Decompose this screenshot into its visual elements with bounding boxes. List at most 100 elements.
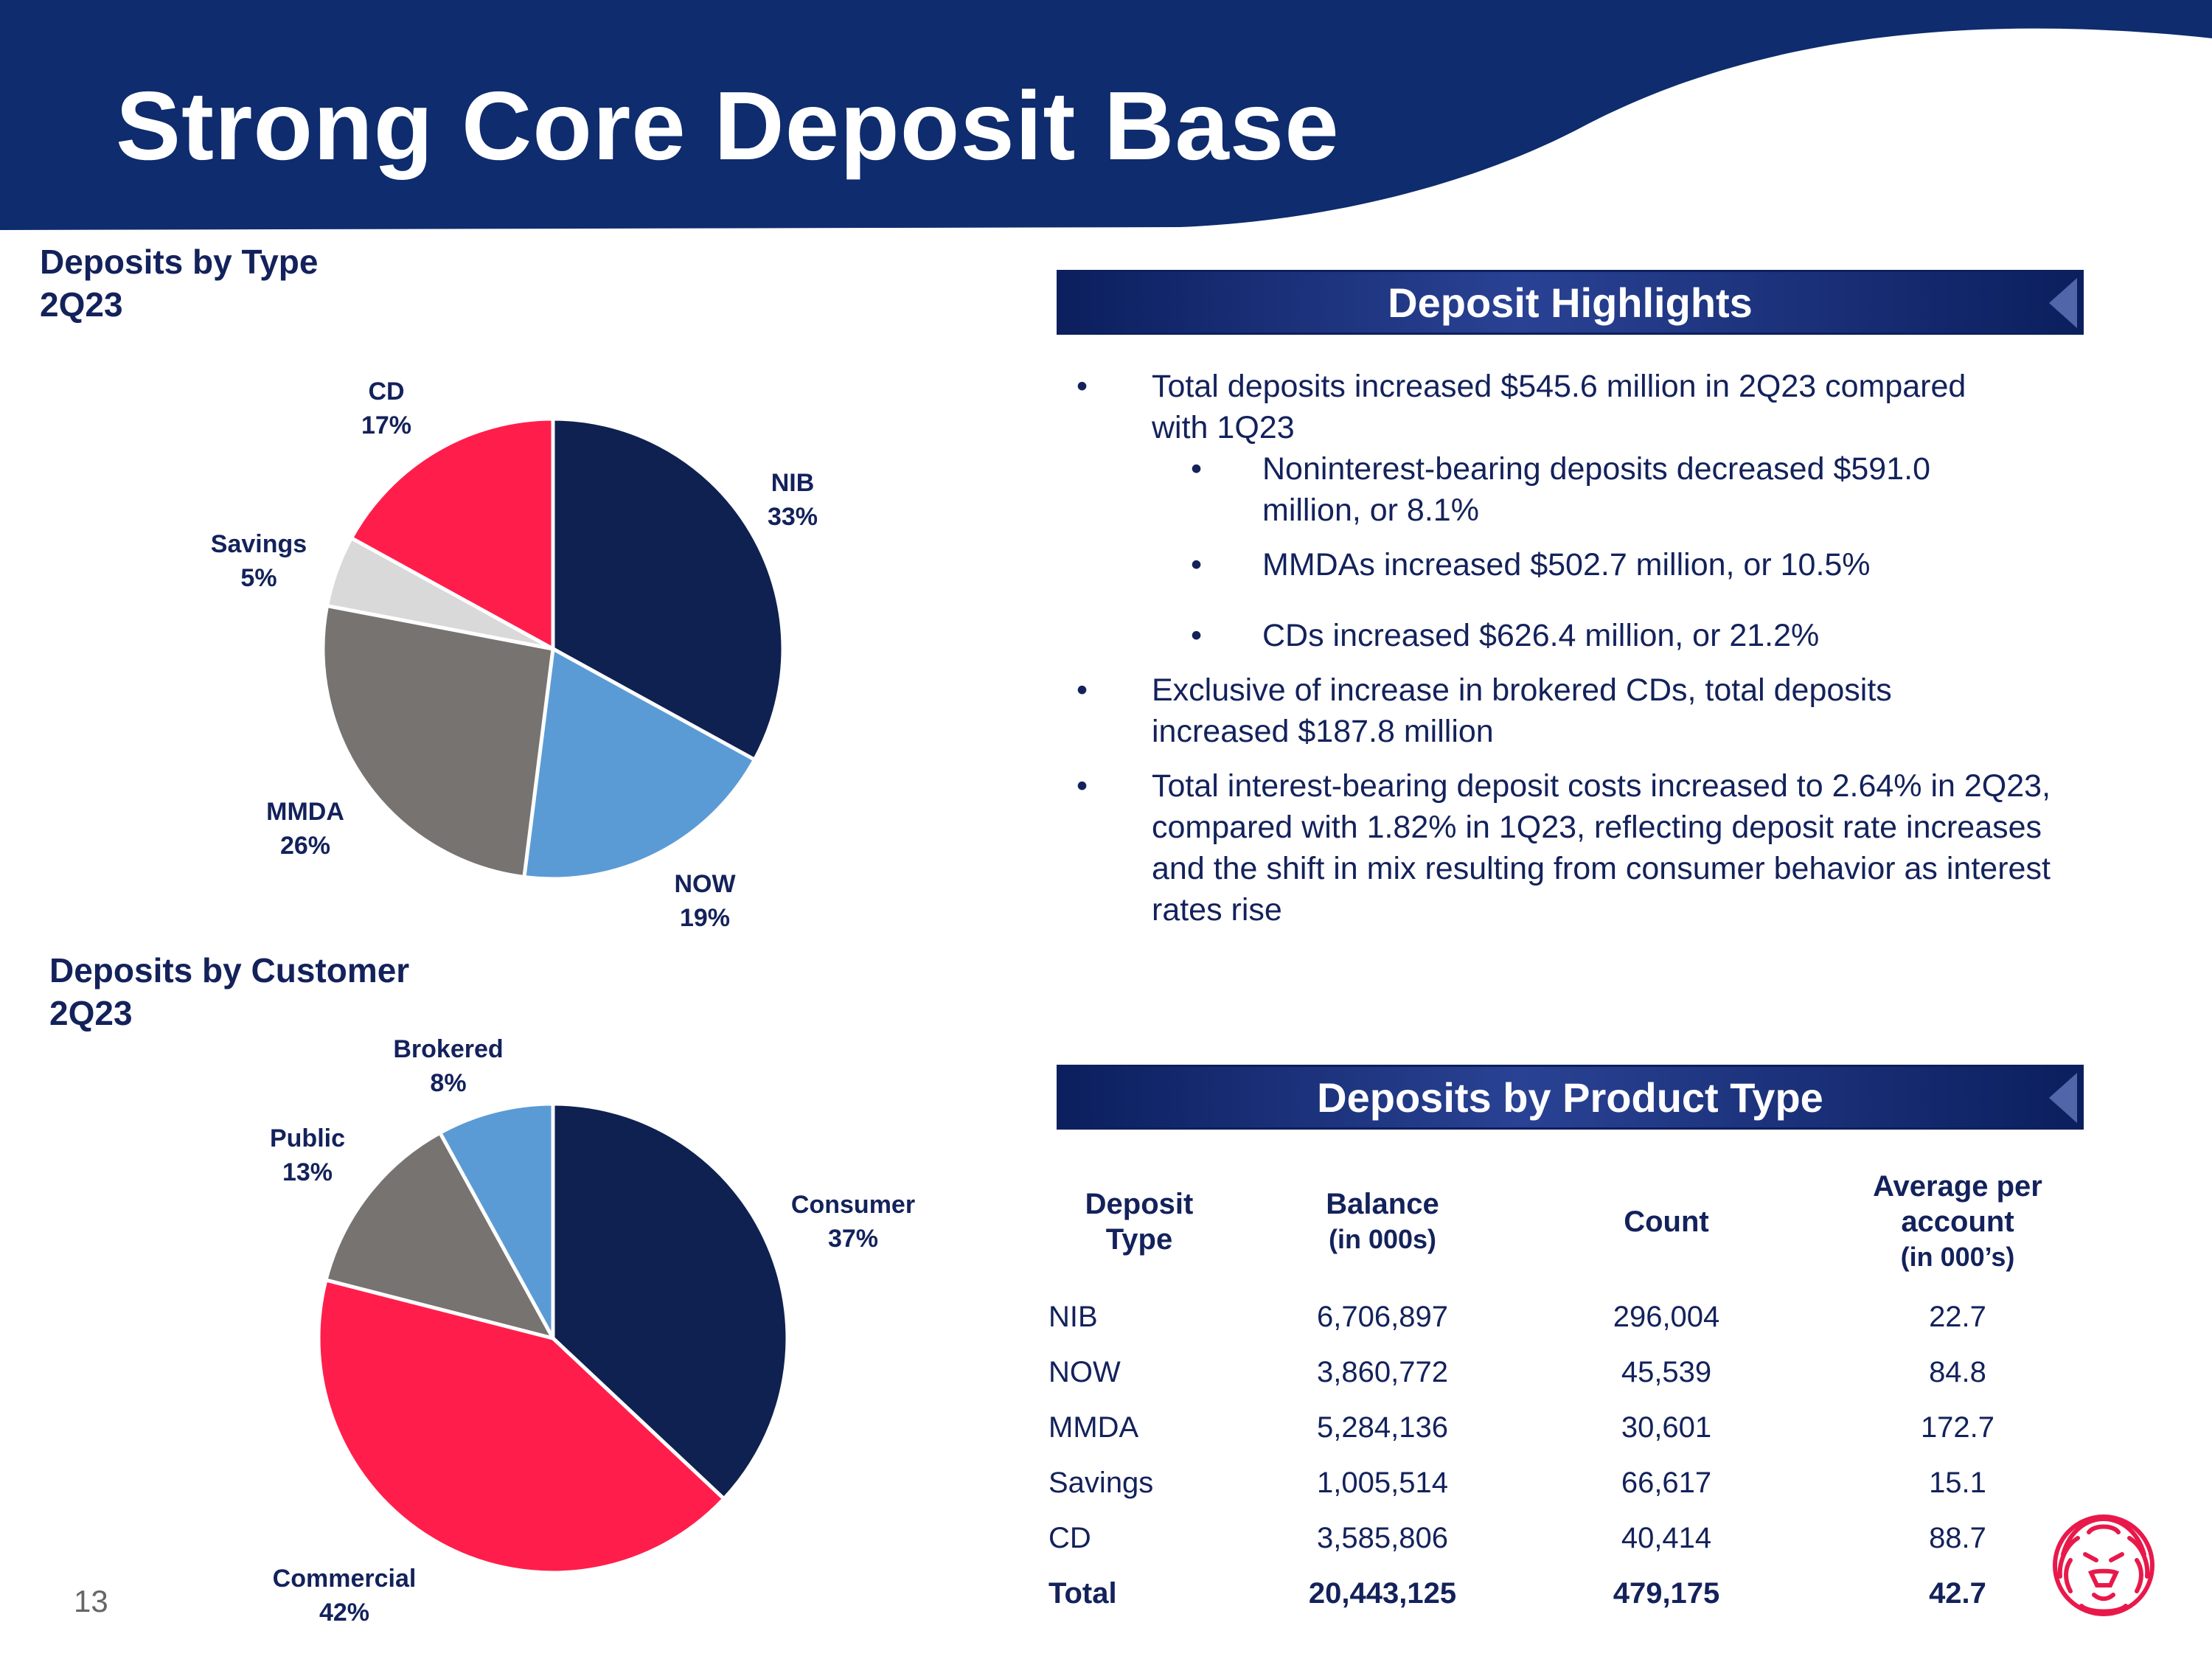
bullet-icon: • <box>1077 672 1088 708</box>
cell-balance: 20,443,125 <box>1308 1577 1457 1610</box>
deposit-highlights-banner-title: Deposit Highlights <box>1388 279 1753 326</box>
bullet-icon: • <box>1191 451 1203 487</box>
header-average-line2: account <box>1901 1206 2014 1238</box>
product-type-banner-title: Deposits by Product Type <box>1317 1074 1823 1121</box>
cell-balance: 3,860,772 <box>1317 1356 1448 1388</box>
highlight-text: Exclusive of increase in brokered CDs, t… <box>1152 672 1892 749</box>
pie-slice-consumer <box>551 1102 790 1502</box>
deposits-by-customer-pie <box>316 1102 790 1575</box>
label-commercial-name: Commercial <box>272 1565 417 1593</box>
pie-label-consumer: Consumer 37% <box>791 1188 915 1256</box>
pie-label-public: Public 13% <box>270 1121 345 1189</box>
label-public-name: Public <box>269 1124 346 1152</box>
cell-type: Savings <box>1048 1467 1154 1499</box>
header-average-line1: Average per <box>1873 1170 2042 1203</box>
label-nib-pct: 33% <box>767 503 818 531</box>
label-brokered-pct: 8% <box>430 1069 467 1097</box>
cell-type: Total <box>1048 1577 1117 1610</box>
label-nib-name: NIB <box>771 469 815 497</box>
pie-slice-mmda <box>321 603 555 880</box>
label-cd-name: CD <box>368 378 405 406</box>
highlight-text: Total interest-bearing deposit costs inc… <box>1152 768 2051 928</box>
cell-average: 88.7 <box>1929 1522 1986 1554</box>
label-consumer-pct: 37% <box>827 1225 879 1253</box>
page-number: 13 <box>74 1584 108 1618</box>
pie-label-now: NOW 19% <box>674 867 735 935</box>
pie-label-cd: CD 17% <box>361 375 411 442</box>
table-row: CD 3,585,806 40,414 88.7 <box>1032 1511 2101 1566</box>
cell-balance: 1,005,514 <box>1317 1467 1448 1499</box>
deposits-by-customer-title-line1: Deposits by Customer <box>49 951 410 990</box>
lion-head-icon <box>2053 1514 2154 1616</box>
deposit-highlights-list: • Total deposits increased $545.6 millio… <box>1077 366 2109 931</box>
cell-count: 66,617 <box>1621 1467 1712 1499</box>
pie-label-mmda: MMDA 26% <box>266 795 344 863</box>
cell-balance: 6,706,897 <box>1317 1301 1448 1333</box>
bullet-icon: • <box>1191 618 1203 653</box>
table-body: NIB 6,706,897 296,004 22.7 NOW 3,860,772 45,53… <box>1032 1290 2101 1621</box>
label-commercial-pct: 42% <box>319 1599 370 1627</box>
header-type-line2: Type <box>1105 1223 1173 1256</box>
pie-slice-cd <box>349 417 555 653</box>
cell-balance: 5,284,136 <box>1317 1411 1448 1444</box>
pie-slice-nib <box>551 417 785 762</box>
label-savings-name: Savings <box>210 530 307 558</box>
bullet-icon: • <box>1191 547 1203 582</box>
table-row: NIB 6,706,897 296,004 22.7 <box>1032 1290 2101 1345</box>
product-type-banner: Deposits by Product Type <box>1057 1065 2084 1130</box>
highlight-subitem: • CDs increased $626.4 million, or 21.2% <box>1077 615 2109 656</box>
highlight-text: CDs increased $626.4 million, or 21.2% <box>1262 618 1820 653</box>
cell-count: 296,004 <box>1613 1301 1720 1333</box>
bullet-icon: • <box>1077 369 1088 404</box>
header-count-text: Count <box>1624 1206 1709 1238</box>
highlight-item: • Exclusive of increase in brokered CDs,… <box>1077 669 2109 752</box>
header-banner <box>0 0 2212 230</box>
product-type-table: Deposit Type Balance (in 000s) Count Ave… <box>1032 1169 2101 1621</box>
highlight-text: Noninterest-bearing deposits decreased $… <box>1262 451 1930 528</box>
pie-slice-commercial <box>316 1277 727 1575</box>
cell-count: 45,539 <box>1621 1356 1712 1388</box>
cell-count: 479,175 <box>1613 1577 1720 1610</box>
banner-arrow-icon <box>2049 1073 2077 1123</box>
cell-balance: 3,585,806 <box>1317 1522 1448 1554</box>
cell-count: 40,414 <box>1621 1522 1712 1554</box>
pie-label-savings: Savings 5% <box>211 527 307 595</box>
cell-average: 42.7 <box>1929 1577 1986 1610</box>
highlight-item: • Total deposits increased $545.6 millio… <box>1077 366 2109 448</box>
header-average: Average per account (in 000’s) <box>1814 1169 2101 1290</box>
deposits-by-type-title-line1: Deposits by Type <box>40 243 319 281</box>
cell-type: MMDA <box>1048 1411 1139 1444</box>
cell-average: 172.7 <box>1920 1411 1995 1444</box>
header-count: Count <box>1519 1169 1814 1290</box>
deposits-by-customer-title-line2: 2Q23 <box>49 994 133 1032</box>
pie-slice-now <box>522 646 757 881</box>
banner-arrow-icon <box>2049 278 2077 328</box>
table-header-row: Deposit Type Balance (in 000s) Count Ave… <box>1032 1169 2101 1290</box>
label-savings-pct: 5% <box>240 564 277 592</box>
table-row: MMDA 5,284,136 30,601 172.7 <box>1032 1400 2101 1455</box>
deposits-by-type-title: Deposits by Type 2Q23 <box>40 240 318 326</box>
cell-average: 15.1 <box>1929 1467 1986 1499</box>
label-cd-pct: 17% <box>361 411 412 439</box>
label-public-pct: 13% <box>282 1158 333 1186</box>
pie-slice-public <box>323 1130 557 1341</box>
highlight-subitem: • MMDAs increased $502.7 million, or 10.… <box>1077 544 2109 585</box>
label-now-pct: 19% <box>679 904 731 932</box>
table-row: Savings 1,005,514 66,617 15.1 <box>1032 1455 2101 1511</box>
highlight-text: MMDAs increased $502.7 million, or 10.5% <box>1262 547 1871 582</box>
label-mmda-name: MMDA <box>266 798 344 826</box>
cell-type: CD <box>1048 1522 1091 1554</box>
highlight-subitem: • Noninterest-bearing deposits decreased… <box>1077 448 2109 531</box>
pie-slice-brokered <box>437 1102 555 1340</box>
deposits-by-customer-title: Deposits by Customer 2Q23 <box>49 949 409 1034</box>
deposits-by-type-title-line2: 2Q23 <box>40 285 123 324</box>
pie-label-nib: NIB 33% <box>768 466 818 534</box>
table-row: NOW 3,860,772 45,539 84.8 <box>1032 1345 2101 1400</box>
deposit-highlights-banner: Deposit Highlights <box>1057 270 2084 335</box>
label-brokered-name: Brokered <box>393 1035 504 1063</box>
label-now-name: NOW <box>674 870 736 898</box>
header-balance-line2: (in 000s) <box>1328 1224 1437 1254</box>
pie-label-brokered: Brokered 8% <box>393 1032 503 1100</box>
header-balance-line1: Balance <box>1326 1188 1439 1220</box>
label-mmda-pct: 26% <box>279 832 331 860</box>
